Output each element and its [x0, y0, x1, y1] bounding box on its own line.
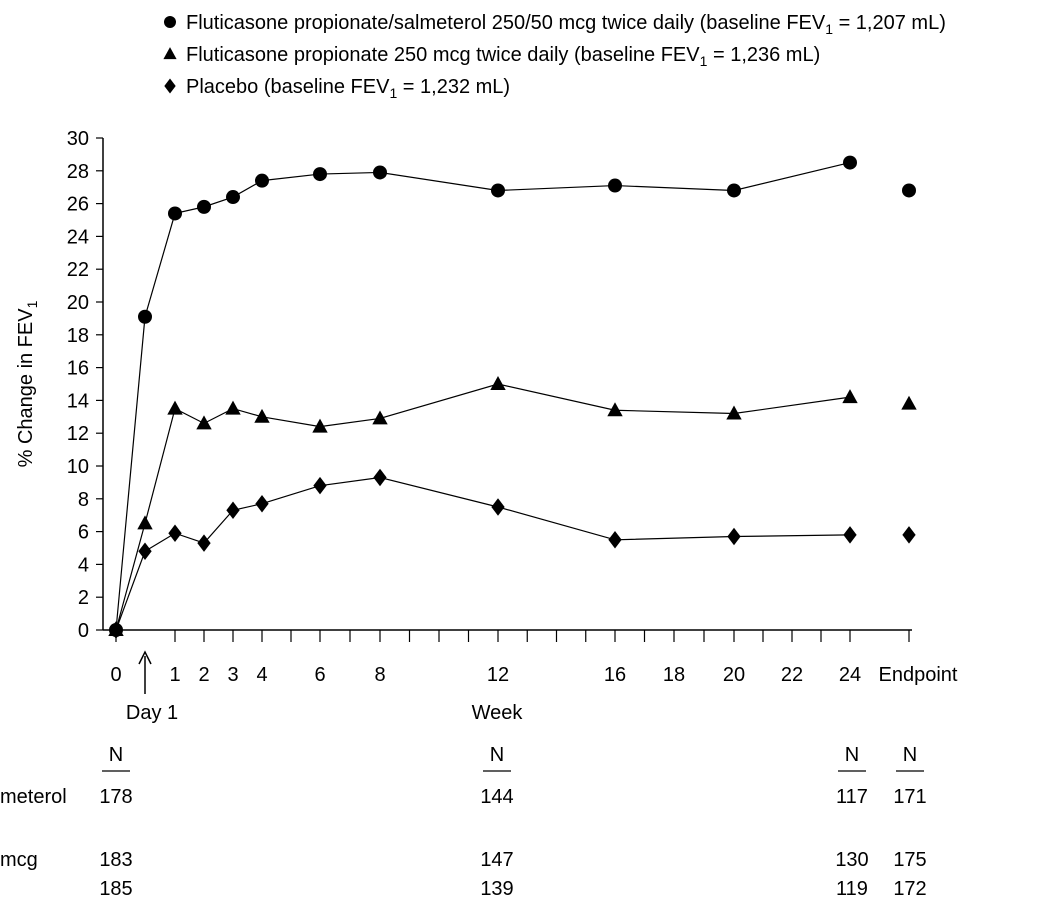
data-point-diamond: [727, 527, 741, 546]
series-line-diamond: [115, 476, 851, 631]
y-tick-label: 20: [67, 292, 89, 314]
legend-entry-1: Fluticasone propionate/salmeterol 250/50…: [186, 12, 946, 37]
y-tick-label: 24: [67, 226, 89, 248]
x-tick-label: 22: [781, 664, 803, 686]
day1-label: Day 1: [126, 702, 178, 724]
data-point-triangle: [225, 400, 241, 415]
y-tick-label: 22: [67, 259, 89, 281]
x-tick-label: 1: [169, 664, 180, 686]
n-row-label: meterol: [0, 786, 67, 808]
y-tick-label: 16: [67, 358, 89, 380]
n-value: 172: [893, 878, 926, 900]
legend-marker-circle: [164, 16, 176, 28]
n-value: 171: [893, 786, 926, 808]
data-point-diamond: [109, 621, 123, 639]
y-axis-title: % Change in FEV1: [15, 300, 40, 467]
y-tick-label: 26: [67, 194, 89, 216]
data-point-triangle: [607, 402, 623, 417]
data-point-triangle: [842, 389, 858, 404]
data-point-diamond: [491, 498, 505, 516]
data-point-diamond: [373, 468, 387, 487]
day1-arrow-head: [138, 650, 152, 665]
x-tick-label: 20: [723, 664, 745, 686]
n-header: N: [109, 744, 123, 766]
n-row-label: mcg: [0, 849, 38, 871]
data-point-circle: [843, 155, 857, 170]
y-tick-label: 2: [78, 587, 89, 609]
data-point-diamond: [608, 531, 622, 549]
n-value: 178: [99, 786, 132, 808]
legend-marker-diamond: [164, 78, 176, 94]
data-point-diamond: [197, 534, 211, 552]
data-point-triangle: [167, 400, 183, 415]
n-value: 175: [893, 849, 926, 871]
data-point-diamond: [168, 524, 182, 542]
data-point-triangle: [137, 515, 153, 530]
y-tick-label: 28: [67, 161, 89, 183]
x-tick-label: 16: [604, 664, 626, 686]
n-value: 117: [836, 786, 868, 808]
n-value: 139: [480, 878, 513, 900]
data-point-diamond: [226, 501, 240, 520]
x-tick-label-endpoint: Endpoint: [879, 664, 958, 686]
data-point-triangle: [726, 405, 742, 420]
x-tick-label: 3: [227, 664, 238, 686]
y-tick-label: 6: [78, 522, 89, 544]
x-axis-title: Week: [472, 702, 524, 724]
data-point-triangle: [372, 410, 388, 425]
data-point-triangle: [312, 418, 328, 433]
data-point-triangle: [196, 415, 212, 430]
y-tick-label: 18: [67, 325, 89, 347]
x-tick-label: 6: [314, 664, 325, 686]
data-point-circle: [168, 206, 182, 221]
y-tick-label: 14: [67, 390, 89, 412]
series-line-triangle: [115, 383, 851, 631]
data-point-circle: [313, 167, 327, 182]
n-value: 130: [835, 849, 868, 871]
n-header: N: [845, 744, 859, 766]
y-tick-label: 30: [67, 128, 89, 150]
data-point-diamond: [255, 494, 269, 513]
endpoint-point-triangle: [901, 395, 917, 410]
n-header: N: [490, 744, 504, 766]
y-tick-label: 10: [67, 456, 89, 478]
data-point-diamond: [313, 476, 327, 495]
x-tick-label: 24: [839, 664, 861, 686]
x-tick-label: 18: [663, 664, 685, 686]
data-point-diamond: [843, 526, 857, 544]
data-point-circle: [727, 183, 741, 198]
x-tick-label: 2: [198, 664, 209, 686]
n-value: 144: [480, 786, 513, 808]
x-tick-label: 4: [256, 664, 267, 686]
n-value: 183: [99, 849, 132, 871]
data-point-circle: [197, 199, 211, 214]
data-point-circle: [491, 183, 505, 198]
n-header: N: [903, 744, 917, 766]
data-point-circle: [138, 309, 152, 324]
y-tick-label: 8: [78, 489, 89, 511]
y-tick-label: 4: [78, 554, 89, 576]
legend-entry-2: Fluticasone propionate 250 mcg twice dai…: [186, 44, 820, 69]
data-point-circle: [608, 178, 622, 193]
n-value: 147: [480, 849, 513, 871]
n-value: 185: [99, 878, 132, 900]
legend-entry-3: Placebo (baseline FEV1 = 1,232 mL): [186, 76, 510, 101]
x-tick-label: 8: [374, 664, 385, 686]
data-point-triangle: [254, 408, 270, 423]
endpoint-point-diamond: [902, 526, 916, 544]
y-tick-label: 12: [67, 423, 89, 445]
x-tick-label: 0: [110, 664, 121, 686]
series-line-circle: [115, 162, 851, 631]
legend-marker-triangle: [163, 47, 177, 60]
n-value: 119: [836, 878, 868, 900]
data-point-circle: [255, 173, 269, 188]
data-point-circle: [226, 190, 240, 205]
endpoint-point-circle: [902, 183, 916, 198]
data-point-triangle: [490, 376, 506, 390]
y-tick-label: 0: [78, 620, 89, 642]
x-tick-label: 12: [487, 664, 509, 686]
data-point-diamond: [138, 542, 152, 561]
data-point-circle: [373, 165, 387, 180]
